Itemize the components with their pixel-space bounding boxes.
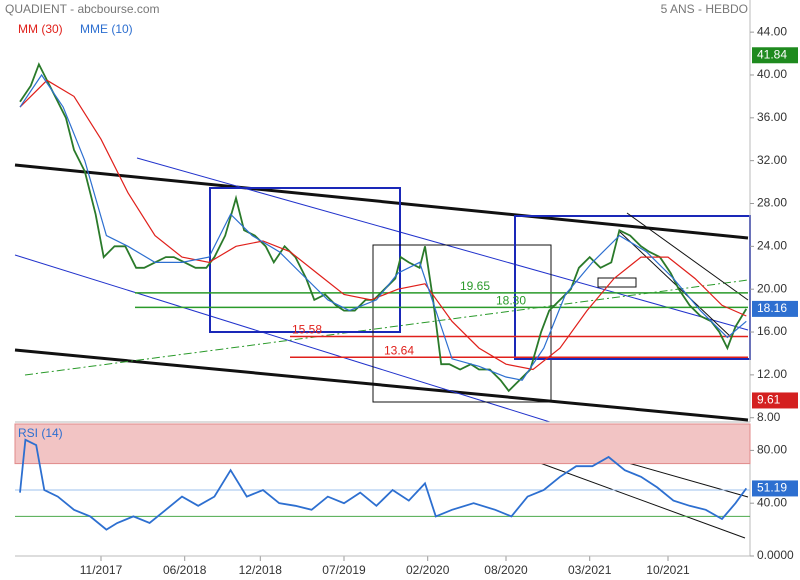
trend-line [14,254,551,423]
series-line [19,438,748,531]
y-tick-label: 36.00 [757,110,787,124]
value-marker-label: 41.84 [757,47,787,61]
overbought-zone [14,423,751,465]
trend-line [24,279,749,376]
x-tick-label: 06/2018 [163,563,207,577]
level-label: 18.30 [496,294,526,308]
box [372,244,552,403]
value-marker-label: 18.16 [757,301,787,315]
drawings [14,157,751,539]
y-tick-label: 80.00 [757,443,787,457]
y-tick-label: 28.00 [757,196,787,210]
y-tick-label: 24.00 [757,239,787,253]
panel-title: RSI (14) [18,426,63,440]
trend-line [14,348,749,422]
y-tick-label: 40.00 [757,495,787,509]
y-tick-label: 8.00 [757,410,781,424]
x-tick-label: 12/2018 [239,563,283,577]
level-label: 19.65 [460,279,490,293]
chart-title: QUADIENT - abcbourse.com [5,2,160,16]
value-marker-label: 51.19 [757,481,787,495]
x-tick-label: 03/2021 [568,563,612,577]
value-marker [752,480,798,497]
series-line [19,79,747,371]
trend-line [136,157,749,331]
y-tick-label: 0.0000 [757,548,794,562]
box [597,277,637,288]
x-tick-label: 02/2020 [406,563,450,577]
x-tick-label: 11/2017 [80,563,123,577]
value-marker-label: 9.61 [757,393,781,407]
y-tick-label: 32.00 [757,153,787,167]
value-marker [752,300,798,317]
series-line [19,73,747,381]
channel-line [539,462,746,539]
value-marker [752,392,798,409]
y-tick-label: 20.00 [757,281,787,295]
x-tick-label: 08/2020 [484,563,528,577]
legend-entry: MME (10) [80,22,133,36]
value-marker [752,47,798,64]
x-tick-label: 07/2019 [322,563,366,577]
level-label: 13.64 [384,343,414,357]
level-label: 15.58 [292,323,322,337]
y-tick-label: 40.00 [757,67,787,81]
trend-line [14,163,749,240]
channel-line [626,212,749,301]
legend-entry: MM (30) [18,22,63,36]
y-tick-label: 12.00 [757,367,787,381]
y-tick-label: 44.00 [757,24,787,38]
y-tick-label: 16.00 [757,324,787,338]
x-tick-label: 10/2021 [646,563,690,577]
period: 5 ANS - HEBDO [661,2,748,16]
